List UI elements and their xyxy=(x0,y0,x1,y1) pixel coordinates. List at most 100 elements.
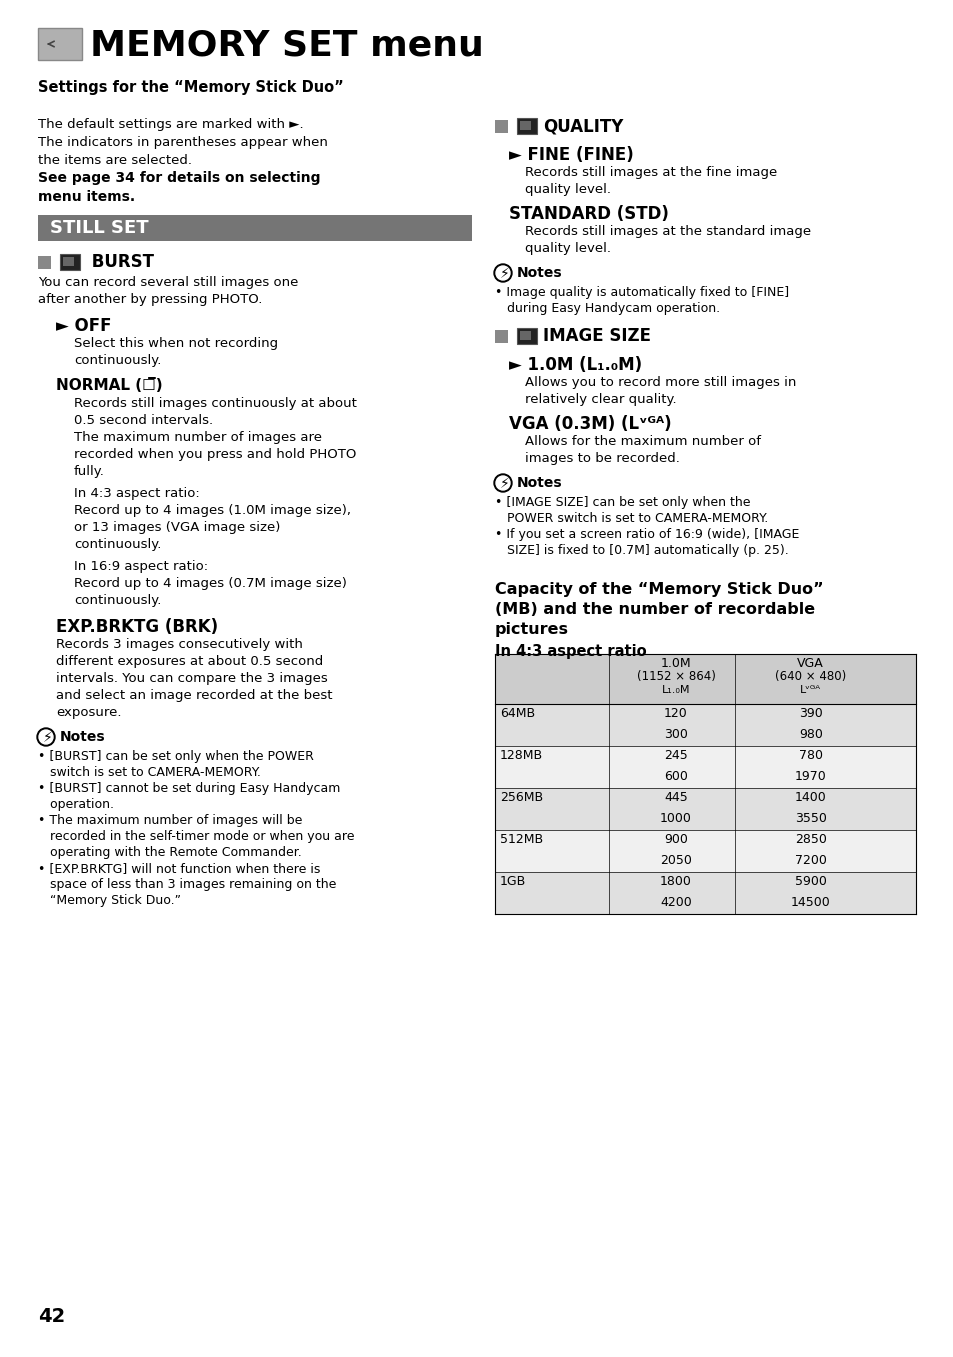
Text: The maximum number of images are: The maximum number of images are xyxy=(74,432,322,444)
Text: 5900: 5900 xyxy=(794,875,826,887)
Text: 128MB: 128MB xyxy=(499,749,542,763)
Text: 1.0M: 1.0M xyxy=(660,657,691,670)
Text: The indicators in parentheses appear when: The indicators in parentheses appear whe… xyxy=(38,136,328,149)
Text: 900: 900 xyxy=(663,833,687,845)
Circle shape xyxy=(496,266,510,280)
Text: • [EXP.BRKTG] will not function when there is: • [EXP.BRKTG] will not function when the… xyxy=(38,862,320,875)
Text: 7200: 7200 xyxy=(794,854,826,867)
Text: quality level.: quality level. xyxy=(524,183,610,195)
Text: Records still images at the standard image: Records still images at the standard ima… xyxy=(524,225,810,237)
Text: Settings for the “Memory Stick Duo”: Settings for the “Memory Stick Duo” xyxy=(38,80,343,95)
Text: You can record several still images one: You can record several still images one xyxy=(38,275,298,289)
Text: • The maximum number of images will be: • The maximum number of images will be xyxy=(38,814,302,826)
Text: quality level.: quality level. xyxy=(524,242,610,255)
Bar xyxy=(495,654,915,704)
Text: STANDARD (STD): STANDARD (STD) xyxy=(509,205,668,223)
Text: operating with the Remote Commander.: operating with the Remote Commander. xyxy=(38,845,301,859)
Bar xyxy=(495,809,915,830)
Text: Records still images continuously at about: Records still images continuously at abo… xyxy=(74,398,356,410)
Text: (640 × 480): (640 × 480) xyxy=(774,670,845,683)
Text: continuously.: continuously. xyxy=(74,594,161,607)
Text: intervals. You can compare the 3 images: intervals. You can compare the 3 images xyxy=(56,672,328,685)
Bar xyxy=(517,118,537,134)
Text: L₁.₀M: L₁.₀M xyxy=(661,685,690,695)
Text: fully.: fully. xyxy=(74,465,105,478)
Bar xyxy=(495,746,915,767)
Circle shape xyxy=(494,474,512,493)
Text: Capacity of the “Memory Stick Duo”: Capacity of the “Memory Stick Duo” xyxy=(495,582,822,597)
Text: Allows for the maximum number of: Allows for the maximum number of xyxy=(524,436,760,448)
Text: pictures: pictures xyxy=(495,622,568,636)
Text: 64MB: 64MB xyxy=(499,707,535,721)
Bar xyxy=(495,119,507,133)
Bar xyxy=(519,121,531,130)
Bar xyxy=(60,254,80,270)
Text: The default settings are marked with ►.: The default settings are marked with ►. xyxy=(38,118,303,132)
Bar xyxy=(495,830,915,851)
Text: ⚡: ⚡ xyxy=(499,267,509,281)
Text: recorded when you press and hold PHOTO: recorded when you press and hold PHOTO xyxy=(74,448,356,461)
Text: “Memory Stick Duo.”: “Memory Stick Duo.” xyxy=(38,894,181,906)
Text: 2850: 2850 xyxy=(794,833,826,845)
Text: Notes: Notes xyxy=(517,266,562,280)
Text: 1970: 1970 xyxy=(794,769,825,783)
Text: 3550: 3550 xyxy=(794,811,826,825)
Text: 1000: 1000 xyxy=(659,811,691,825)
Text: or 13 images (VGA image size): or 13 images (VGA image size) xyxy=(74,521,280,535)
Bar xyxy=(519,331,531,341)
Bar xyxy=(495,704,915,725)
Text: 300: 300 xyxy=(663,727,687,741)
Text: IMAGE SIZE: IMAGE SIZE xyxy=(542,327,650,345)
Text: See page 34 for details on selecting: See page 34 for details on selecting xyxy=(38,171,320,185)
Text: MEMORY SET menu: MEMORY SET menu xyxy=(90,28,483,62)
Text: NORMAL (☐̅): NORMAL (☐̅) xyxy=(56,379,162,394)
Text: Record up to 4 images (1.0M image size),: Record up to 4 images (1.0M image size), xyxy=(74,503,351,517)
Bar xyxy=(495,873,915,893)
Text: 512MB: 512MB xyxy=(499,833,542,845)
Text: continuously.: continuously. xyxy=(74,537,161,551)
Text: ⚡: ⚡ xyxy=(499,478,509,491)
Text: 390: 390 xyxy=(798,707,821,721)
Text: • If you set a screen ratio of 16:9 (wide), [IMAGE: • If you set a screen ratio of 16:9 (wid… xyxy=(495,528,799,541)
Text: after another by pressing PHOTO.: after another by pressing PHOTO. xyxy=(38,293,262,305)
Text: In 4:3 aspect ratio:: In 4:3 aspect ratio: xyxy=(74,487,199,499)
Text: operation.: operation. xyxy=(38,798,113,811)
Text: continuously.: continuously. xyxy=(74,354,161,366)
Bar xyxy=(38,214,472,242)
Bar xyxy=(495,330,507,343)
Text: 445: 445 xyxy=(663,791,687,803)
Text: images to be recorded.: images to be recorded. xyxy=(524,452,679,465)
Text: 14500: 14500 xyxy=(790,896,830,909)
Text: Notes: Notes xyxy=(517,476,562,490)
Text: Allows you to record more still images in: Allows you to record more still images i… xyxy=(524,376,796,389)
Text: switch is set to CAMERA-MEMORY.: switch is set to CAMERA-MEMORY. xyxy=(38,765,260,779)
Bar xyxy=(63,256,74,266)
Text: Record up to 4 images (0.7M image size): Record up to 4 images (0.7M image size) xyxy=(74,577,347,590)
Text: • Image quality is automatically fixed to [FINE]: • Image quality is automatically fixed t… xyxy=(495,286,788,299)
Text: In 4:3 aspect ratio: In 4:3 aspect ratio xyxy=(495,645,646,660)
Text: 780: 780 xyxy=(798,749,821,763)
Bar xyxy=(495,851,915,873)
Text: Records 3 images consecutively with: Records 3 images consecutively with xyxy=(56,638,302,651)
Text: ► FINE (FINE): ► FINE (FINE) xyxy=(509,147,633,164)
Text: 980: 980 xyxy=(798,727,821,741)
Text: • [IMAGE SIZE] can be set only when the: • [IMAGE SIZE] can be set only when the xyxy=(495,497,750,509)
Text: Notes: Notes xyxy=(60,730,106,744)
Text: different exposures at about 0.5 second: different exposures at about 0.5 second xyxy=(56,655,323,668)
Text: 245: 245 xyxy=(663,749,687,763)
Text: (MB) and the number of recordable: (MB) and the number of recordable xyxy=(495,603,814,617)
Text: and select an image recorded at the best: and select an image recorded at the best xyxy=(56,689,333,702)
Text: (1152 × 864): (1152 × 864) xyxy=(636,670,715,683)
Text: 1800: 1800 xyxy=(659,875,691,887)
Bar xyxy=(38,256,51,269)
Text: exposure.: exposure. xyxy=(56,706,121,719)
Text: ⚡: ⚡ xyxy=(43,731,52,745)
Bar xyxy=(495,725,915,746)
Bar xyxy=(495,788,915,809)
Text: • [BURST] cannot be set during Easy Handycam: • [BURST] cannot be set during Easy Hand… xyxy=(38,782,340,795)
Text: space of less than 3 images remaining on the: space of less than 3 images remaining on… xyxy=(38,878,336,892)
Text: 0.5 second intervals.: 0.5 second intervals. xyxy=(74,414,213,427)
Text: during Easy Handycam operation.: during Easy Handycam operation. xyxy=(495,303,720,315)
Text: 1GB: 1GB xyxy=(499,875,526,887)
Text: Select this when not recording: Select this when not recording xyxy=(74,337,278,350)
